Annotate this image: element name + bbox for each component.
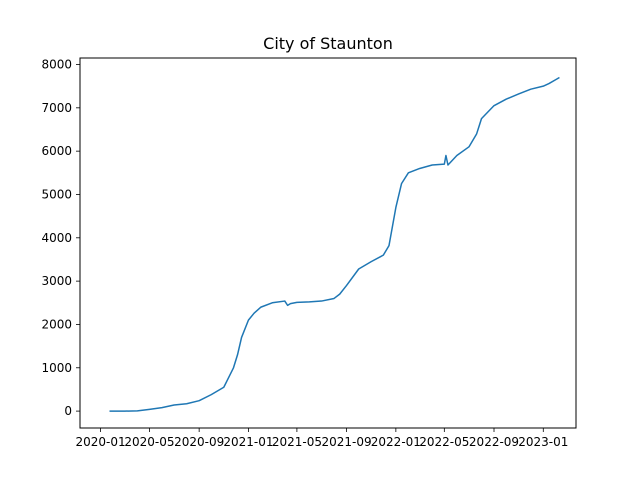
- y-tick-label: 5000: [41, 187, 72, 201]
- y-tick-label: 6000: [41, 144, 72, 158]
- chart-title: City of Staunton: [263, 34, 393, 53]
- x-tick-label: 2021-05: [272, 435, 322, 449]
- plot-frame: [79, 57, 577, 429]
- y-tick-label: 2000: [41, 317, 72, 331]
- y-tick-label: 8000: [41, 57, 72, 71]
- x-tick-label: 2022-09: [469, 435, 519, 449]
- y-tick-label: 7000: [41, 101, 72, 115]
- x-tick-label: 2022-01: [371, 435, 421, 449]
- x-tick-label: 2020-09: [174, 435, 224, 449]
- y-tick-label: 0: [64, 404, 72, 418]
- y-tick-label: 1000: [41, 361, 72, 375]
- series-line: [109, 76, 560, 412]
- y-tick-label: 4000: [41, 231, 72, 245]
- x-tick-label: 2021-01: [223, 435, 273, 449]
- y-tick-label: 3000: [41, 274, 72, 288]
- x-tick-label: 2020-01: [76, 435, 126, 449]
- x-tick-label: 2020-05: [124, 435, 174, 449]
- x-tick-label: 2021-09: [322, 435, 372, 449]
- x-tick-label: 2022-05: [419, 435, 469, 449]
- x-tick-label: 2023-01: [518, 435, 568, 449]
